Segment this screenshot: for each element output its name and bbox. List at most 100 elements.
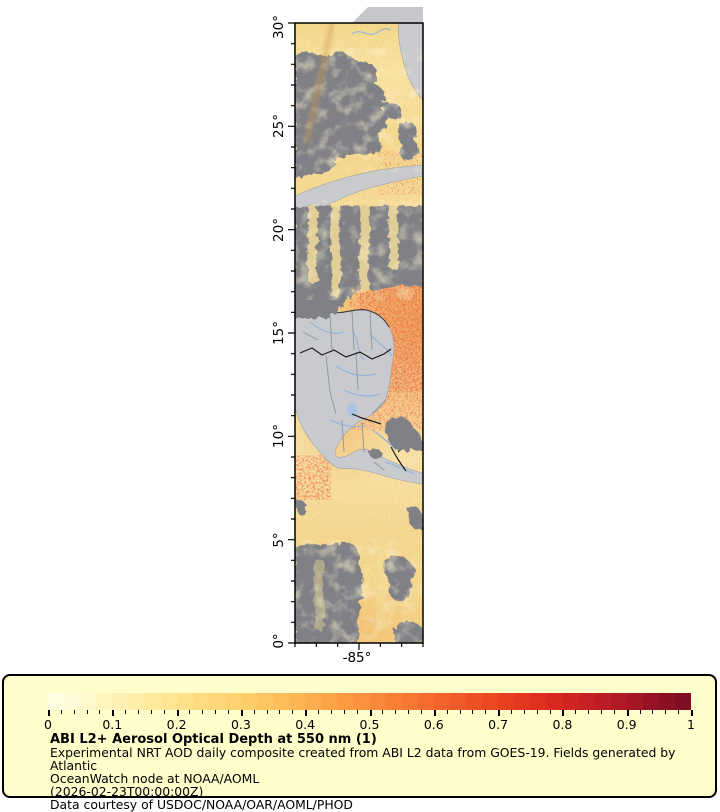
colorbar-tick-label: 0.3	[230, 717, 251, 732]
colorbar-block	[675, 693, 692, 710]
colorbar-block	[562, 693, 579, 710]
colorbar-block	[482, 693, 499, 710]
colorbar-block	[176, 693, 193, 710]
colorbar-block	[305, 693, 322, 710]
colorbar-minor-tick	[356, 710, 358, 714]
colorbar-minor-tick	[382, 710, 384, 714]
aod-hot-blob-pacific	[295, 455, 331, 500]
colorbar-minor-tick	[523, 710, 525, 714]
colorbar-block	[610, 693, 627, 710]
colorbar-block	[626, 693, 643, 710]
colorbar-block	[128, 693, 145, 710]
colorbar-block	[208, 693, 225, 710]
ytick-15: 15°	[271, 321, 287, 345]
colorbar-minor-tick	[215, 710, 217, 714]
colorbar-major-tick	[562, 710, 565, 716]
colorbar-block	[514, 693, 531, 710]
colorbar-block	[385, 693, 402, 710]
aod-map-plot: 30° 25° 20° 15° 10° 5° 0° -85°	[271, 7, 424, 666]
ytick-5: 5°	[271, 532, 287, 547]
colorbar-minor-tick	[678, 710, 680, 714]
colorbar-major-tick	[369, 710, 372, 716]
colorbar-tick-label: 0.8	[552, 717, 573, 732]
map-content	[295, 23, 423, 643]
colorbar-minor-tick	[408, 710, 410, 714]
legend-title: ABI L2+ Aerosol Optical Depth at 550 nm …	[50, 732, 377, 747]
colorbar-block	[401, 693, 418, 710]
colorbar-major-tick	[240, 710, 243, 716]
colorbar-minor-tick	[420, 710, 422, 714]
colorbar-minor-tick	[138, 710, 140, 714]
ytick-10: 10°	[271, 424, 287, 448]
colorbar-block	[337, 693, 354, 710]
ytick-20: 20°	[271, 218, 287, 242]
colorbar-minor-tick	[253, 710, 255, 714]
colorbar-minor-tick	[279, 710, 281, 714]
legend-line-2: OceanWatch node at NOAA/AOML	[50, 770, 260, 786]
colorbar-minor-tick	[343, 710, 345, 714]
colorbar-block	[449, 693, 467, 710]
colorbar-block	[466, 693, 483, 710]
colorbar-major-tick	[498, 710, 501, 716]
colorbar-minor-tick	[163, 710, 165, 714]
y-axis-ticks	[288, 22, 295, 644]
ytick-30: 30°	[271, 15, 287, 39]
colorbar-minor-tick	[318, 710, 320, 714]
colorbar-minor-tick	[536, 710, 538, 714]
rivers	[309, 28, 415, 475]
colorbar-minor-tick	[588, 710, 590, 714]
legend-line-1: Experimental NRT AOD daily composite cre…	[50, 745, 676, 773]
y-axis-labels: 30° 25° 20° 15° 10° 5° 0°	[271, 15, 287, 649]
colorbar-minor-tick	[73, 710, 75, 714]
legend-text-block: ABI L2+ Aerosol Optical Depth at 550 nm …	[50, 733, 709, 812]
colorbar-major-tick	[433, 710, 436, 716]
colorbar-tick-label: 0.6	[423, 717, 444, 732]
colorbar-minor-tick	[99, 710, 101, 714]
aod-streak	[304, 23, 335, 143]
colorbar-minor-tick	[292, 710, 294, 714]
colorbar-minor-tick	[575, 710, 577, 714]
colorbar-block	[594, 693, 611, 710]
admin-borders	[302, 309, 387, 471]
colorbar-major-tick	[48, 710, 50, 716]
colorbar-block	[369, 693, 386, 710]
colorbar-block	[144, 693, 161, 710]
colorbar-minor-tick	[202, 710, 204, 714]
colorbar-minor-tick	[395, 710, 397, 714]
legend-line-3: (2026-02-23T00:00:00Z)	[50, 783, 204, 799]
colorbar-major-tick	[112, 710, 115, 716]
colorbar-minor-tick	[613, 710, 615, 714]
colorbar-minor-tick	[60, 710, 62, 714]
colorbar-block	[80, 693, 97, 710]
colorbar-minor-tick	[125, 710, 127, 714]
colorbar-tick-label: 0.1	[102, 717, 123, 732]
colorbar-block	[289, 693, 306, 710]
colorbar-tick-label: 0.7	[488, 717, 509, 732]
ytick-0: 0°	[271, 633, 287, 648]
colorbar-minor-tick	[600, 710, 602, 714]
colorbar-block	[273, 693, 290, 710]
colorbar-tick-label: 0.2	[166, 717, 187, 732]
colorbar-minor-tick	[652, 710, 654, 714]
colorbar-block	[192, 693, 209, 710]
colorbar-minor-tick	[228, 710, 230, 714]
colorbar-block	[546, 693, 563, 710]
colorbar-block	[224, 693, 241, 710]
colorbar-minor-tick	[485, 710, 487, 714]
colorbar-block	[160, 693, 177, 710]
colorbar-minor-tick	[510, 710, 512, 714]
colorbar-major-tick	[691, 710, 693, 716]
map-top-gray-spill	[352, 7, 423, 23]
colorbar-minor-tick	[639, 710, 641, 714]
colorbar-block	[321, 693, 338, 710]
ytick-25: 25°	[271, 114, 287, 138]
colorbar-block	[530, 693, 547, 710]
colorbar-minor-tick	[549, 710, 551, 714]
colorbar-tick-label: 1	[687, 717, 695, 732]
colorbar-minor-tick	[266, 710, 268, 714]
colorbar-block	[642, 693, 659, 710]
colorbar-tick-label: 0.9	[616, 717, 637, 732]
colorbar-minor-tick	[189, 710, 191, 714]
colorbar-block	[353, 693, 370, 710]
